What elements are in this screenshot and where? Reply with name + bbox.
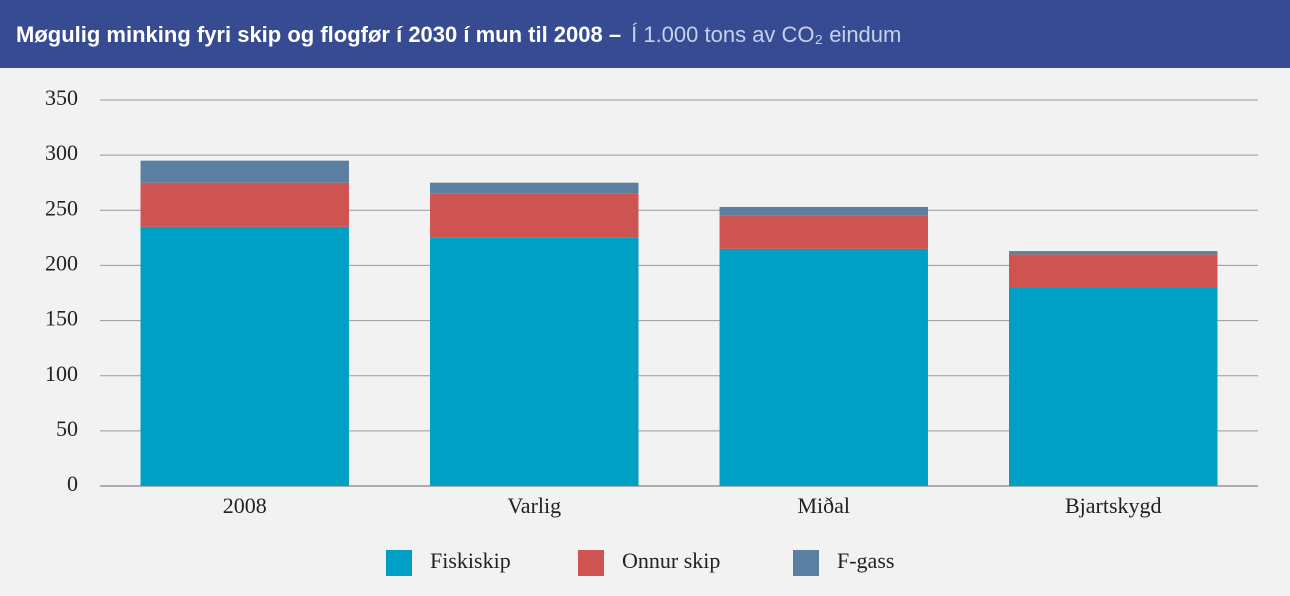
y-tick-label: 200 xyxy=(45,250,78,275)
legend-swatch xyxy=(578,550,604,576)
legend-label: Onnur skip xyxy=(622,548,720,573)
bar-segment xyxy=(140,182,349,227)
bar-segment xyxy=(1009,254,1218,288)
y-tick-label: 300 xyxy=(45,140,78,165)
chart-subtitle: Í 1.000 tons av CO₂ eindum xyxy=(631,22,901,47)
x-tick-label: Miðal xyxy=(797,493,850,518)
x-tick-label: Varlig xyxy=(507,493,561,518)
bar-segment xyxy=(430,237,639,486)
bar-segment xyxy=(430,182,639,194)
legend-swatch xyxy=(386,550,412,576)
bar-segment xyxy=(1009,287,1218,486)
y-tick-label: 100 xyxy=(45,361,78,386)
bar-segment xyxy=(1009,251,1218,255)
bar-segment xyxy=(140,226,349,487)
x-tick-label: Bjartskygd xyxy=(1065,493,1162,518)
y-tick-label: 250 xyxy=(45,195,78,220)
y-tick-label: 50 xyxy=(56,416,78,441)
chart-title: Møgulig minking fyri skip og flogfør í 2… xyxy=(16,22,621,47)
bar-segment xyxy=(140,160,349,183)
legend-label: F-gass xyxy=(837,548,894,573)
header: Møgulig minking fyri skip og flogfør í 2… xyxy=(16,22,901,47)
legend-swatch xyxy=(793,550,819,576)
header-bar xyxy=(0,0,1290,68)
bar-segment xyxy=(719,215,928,249)
y-tick-label: 150 xyxy=(45,306,78,331)
bar-segment xyxy=(430,193,639,238)
x-tick-label: 2008 xyxy=(223,493,267,518)
y-tick-label: 350 xyxy=(45,85,78,110)
legend-label: Fiskiskip xyxy=(430,548,511,573)
bar-segment xyxy=(719,206,928,216)
y-tick-label: 0 xyxy=(67,471,78,496)
bar-segment xyxy=(719,248,928,486)
